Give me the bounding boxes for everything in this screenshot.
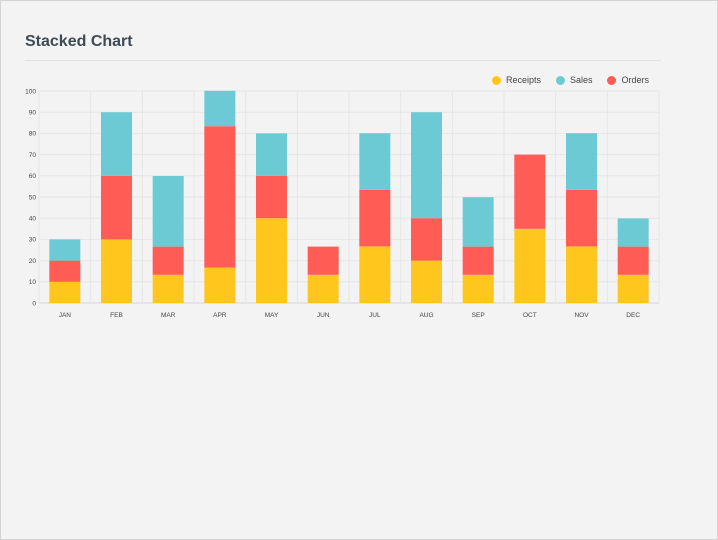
bar-sales-jul xyxy=(359,133,391,190)
bar-orders-jul xyxy=(359,189,391,247)
x-tick-label: JAN xyxy=(59,312,72,319)
chart-title: Stacked Chart xyxy=(25,33,133,50)
legend-item-orders[interactable]: Orders xyxy=(607,75,649,85)
bar-receipts-sep xyxy=(462,274,494,303)
bar-orders-nov xyxy=(566,189,597,247)
x-tick-label: JUN xyxy=(317,312,330,319)
y-tick-label: 0 xyxy=(32,300,36,307)
bar-sales-nov xyxy=(566,133,597,190)
bar-orders-jun xyxy=(307,246,339,275)
legend-item-sales[interactable]: Sales xyxy=(555,75,593,85)
x-tick-label: SEP xyxy=(472,312,485,319)
bar-receipts-jul xyxy=(359,246,391,303)
bar-receipts-oct xyxy=(514,228,546,303)
bar-receipts-aug xyxy=(411,260,442,303)
y-tick-label: 10 xyxy=(29,279,37,286)
x-tick-label: APR xyxy=(213,312,227,319)
legend-swatch-receipts xyxy=(491,75,501,85)
bar-sales-may xyxy=(256,133,287,176)
y-tick-label: 20 xyxy=(29,258,37,265)
legend-swatch-orders xyxy=(607,75,617,85)
bar-orders-feb xyxy=(101,175,132,240)
x-tick-label: AUG xyxy=(419,312,433,319)
bar-sales-sep xyxy=(462,197,494,247)
legend-label-sales: Sales xyxy=(569,75,593,85)
bar-orders-sep xyxy=(462,246,494,275)
x-tick-label: JUL xyxy=(369,312,381,319)
legend-label-receipts: Receipts xyxy=(505,75,541,85)
chart-legend: Receipts Sales Orders xyxy=(477,75,649,85)
bar-receipts-nov xyxy=(566,246,597,303)
bar-orders-aug xyxy=(411,218,442,261)
bar-receipts-mar xyxy=(152,274,184,303)
x-tick-label: OCT xyxy=(523,312,537,319)
x-tick-label: FEB xyxy=(110,312,123,319)
y-tick-label: 30 xyxy=(29,237,37,244)
y-tick-label: 80 xyxy=(29,131,37,138)
y-tick-label: 90 xyxy=(29,110,37,117)
x-tick-label: DEC xyxy=(626,312,640,319)
bar-sales-jan xyxy=(49,239,81,261)
y-tick-label: 70 xyxy=(29,152,37,159)
bar-receipts-dec xyxy=(617,274,649,303)
y-tick-label: 60 xyxy=(29,173,37,180)
x-tick-label: NOV xyxy=(574,312,589,319)
bar-sales-mar xyxy=(152,176,184,247)
bar-orders-oct xyxy=(514,154,546,229)
y-tick-label: 50 xyxy=(29,194,37,201)
bar-receipts-may xyxy=(256,218,287,303)
bar-orders-may xyxy=(256,175,287,219)
bar-receipts-jun xyxy=(307,274,339,303)
legend-swatch-sales xyxy=(555,75,565,85)
bar-sales-feb xyxy=(101,112,132,176)
bar-orders-mar xyxy=(152,246,184,275)
bar-sales-apr xyxy=(204,90,236,127)
bar-receipts-feb xyxy=(101,239,132,303)
title-divider xyxy=(25,60,661,61)
y-tick-label: 40 xyxy=(29,216,37,223)
x-tick-label: MAY xyxy=(265,312,279,319)
bar-sales-aug xyxy=(411,112,442,219)
bar-receipts-apr xyxy=(204,267,236,303)
bar-orders-apr xyxy=(204,126,236,268)
bar-orders-dec xyxy=(617,246,649,275)
x-tick-label: MAR xyxy=(161,312,176,319)
legend-item-receipts[interactable]: Receipts xyxy=(491,75,541,85)
y-tick-label: 100 xyxy=(25,88,36,95)
bar-receipts-jan xyxy=(49,281,81,303)
bar-sales-dec xyxy=(617,218,649,247)
bar-orders-jan xyxy=(49,260,81,282)
legend-label-orders: Orders xyxy=(621,75,649,85)
